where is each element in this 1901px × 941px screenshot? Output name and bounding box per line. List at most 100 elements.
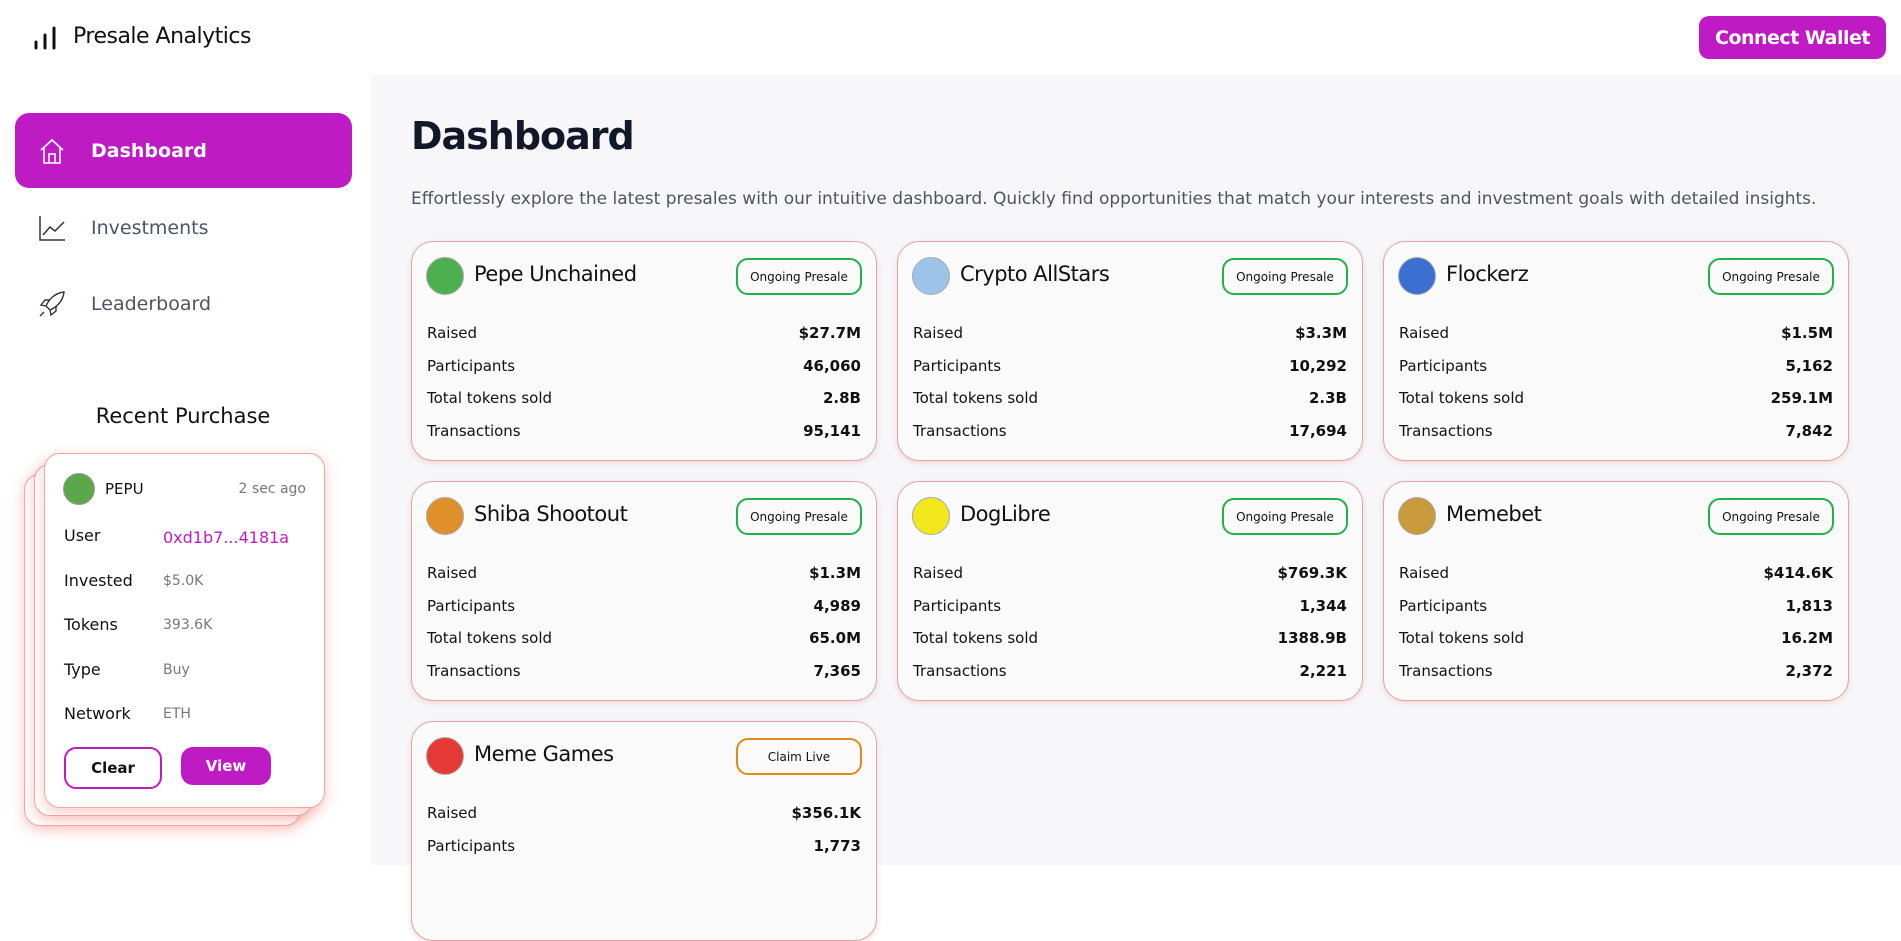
card-name: Meme Games	[474, 742, 614, 766]
stat-value: 7,842	[1785, 421, 1833, 440]
stat-label: Raised	[1399, 324, 1450, 342]
nav-label: Investments	[91, 216, 209, 239]
stat-value: 259.1M	[1770, 389, 1833, 407]
presale-card[interactable]: Flockerz Ongoing Presale Raised $1.5M Partic…	[1383, 241, 1849, 461]
stat-label: Raised	[913, 564, 964, 582]
status-badge: Ongoing Presale	[736, 258, 862, 295]
presale-card[interactable]: Pepe Unchained Ongoing Presale Raised $27.7…	[411, 241, 877, 461]
stat-value: 17,694	[1289, 421, 1347, 440]
brand: Presale Analytics	[73, 24, 251, 49]
presale-card[interactable]: Memebet Ongoing Presale Raised $414.6K Parti…	[1383, 481, 1849, 701]
stat-value: $356.1K	[791, 804, 861, 822]
row-value: 0xd1b7...4181a	[163, 528, 290, 547]
row-label: Tokens	[64, 615, 118, 634]
stat-value: $3.3M	[1295, 324, 1347, 342]
row-value: $5.0K	[163, 572, 204, 589]
stat-value: 2,372	[1785, 661, 1833, 680]
stat-label: Transactions	[427, 661, 521, 680]
stat-value: 1388.9B	[1277, 629, 1347, 647]
stat-label: Raised	[427, 564, 478, 582]
stat-value: 5,162	[1785, 356, 1833, 375]
stat-value: 1,813	[1785, 596, 1833, 615]
connect-wallet[interactable]: Connect Wallet	[1699, 16, 1886, 59]
stat-label: Participants	[427, 356, 516, 375]
presale-card[interactable]: DogLibre Ongoing Presale Raised $769.3K Part…	[897, 481, 1363, 701]
card-name: Shiba Shootout	[474, 502, 628, 526]
description: Effortlessly explore the latest presales…	[411, 189, 1817, 209]
status-badge: Ongoing Presale	[736, 498, 862, 535]
stat-label: Participants	[913, 356, 1002, 375]
stat-value: 2,221	[1299, 661, 1347, 680]
clear-button[interactable]: Clear	[64, 747, 162, 789]
stat-value: 95,141	[803, 421, 861, 440]
time: 2 sec ago	[238, 481, 306, 497]
nav-item[interactable]: Investments	[15, 190, 352, 265]
row-value: ETH	[163, 706, 191, 722]
row-value: 393.6K	[163, 617, 213, 633]
nav-item[interactable]: Dashboard	[15, 113, 352, 188]
card-name: DogLibre	[960, 502, 1051, 526]
stat-label: Total tokens sold	[427, 389, 553, 407]
stat-label: Participants	[1399, 596, 1488, 615]
stat-label: Participants	[1399, 356, 1488, 375]
status-badge: Ongoing Presale	[1708, 258, 1834, 295]
stat-value: $1.5M	[1781, 324, 1833, 342]
icon	[39, 215, 65, 241]
stat-label: Transactions	[913, 421, 1007, 440]
logo-icon	[34, 26, 56, 50]
stat-label: Total tokens sold	[913, 389, 1039, 407]
stat-label: Participants	[913, 596, 1002, 615]
nav-label: Dashboard	[91, 139, 207, 162]
nav-label: Leaderboard	[91, 292, 212, 315]
stat-value: 1,344	[1299, 596, 1347, 615]
token: PEPU	[105, 480, 144, 498]
card-name: Flockerz	[1446, 262, 1529, 286]
stat-value: $27.7M	[798, 324, 861, 342]
stat-value: $414.6K	[1763, 564, 1833, 582]
stat-value: 1,773	[813, 836, 861, 855]
stat-label: Raised	[427, 804, 478, 822]
recent-card: PEPU 2 sec ago Clear View User 0xd1b7...4…	[44, 453, 325, 808]
stat-value: 2.8B	[822, 389, 861, 407]
token-icon	[1398, 497, 1436, 535]
stat-value: 2.3B	[1308, 389, 1347, 407]
page: Presale Analytics Connect Wallet Dashboa…	[15, 16, 1886, 941]
stat-value: 7,365	[813, 661, 861, 680]
stat-label: Total tokens sold	[1399, 389, 1525, 407]
row-label: Network	[64, 704, 131, 723]
token-icon	[912, 257, 950, 295]
presale-card[interactable]: Shiba Shootout Ongoing Presale Raised $1.3M…	[411, 481, 877, 701]
card-name: Memebet	[1446, 502, 1542, 526]
row-value: Buy	[163, 661, 190, 678]
view-button[interactable]: View	[181, 747, 271, 785]
row-label: User	[64, 526, 101, 545]
status-badge: Ongoing Presale	[1222, 258, 1348, 295]
stat-label: Transactions	[913, 661, 1007, 680]
presale-card[interactable]: Meme Games Claim Live Raised $356.1K Partici…	[411, 721, 877, 941]
card-name: Crypto AllStars	[960, 262, 1110, 286]
icon	[39, 290, 65, 316]
row-label: Type	[64, 659, 101, 679]
stat-value: 46,060	[803, 356, 861, 375]
stat-label: Participants	[427, 836, 516, 855]
stat-label: Participants	[427, 596, 516, 615]
recent-title: Recent Purchase	[95, 404, 271, 428]
stat-label: Raised	[913, 324, 964, 342]
stat-label: Total tokens sold	[913, 629, 1039, 647]
nav-item[interactable]: Leaderboard	[15, 266, 352, 341]
stat-value: 4,989	[813, 596, 861, 615]
stat-label: Transactions	[1399, 421, 1493, 440]
status-badge: Ongoing Presale	[1708, 498, 1834, 535]
stat-label: Raised	[427, 324, 478, 342]
stat-value: $769.3K	[1277, 564, 1347, 582]
token-icon	[1398, 257, 1436, 295]
icon	[40, 138, 64, 164]
row-label: Invested	[64, 570, 133, 590]
stat-label: Total tokens sold	[427, 629, 553, 647]
presale-card[interactable]: Crypto AllStars Ongoing Presale Raised $3.3…	[897, 241, 1363, 461]
stat-label: Total tokens sold	[1399, 629, 1525, 647]
token-icon	[912, 497, 950, 535]
stat-value: 65.0M	[809, 629, 861, 647]
status-badge: Claim Live	[736, 738, 862, 775]
stat-label: Transactions	[1399, 661, 1493, 680]
